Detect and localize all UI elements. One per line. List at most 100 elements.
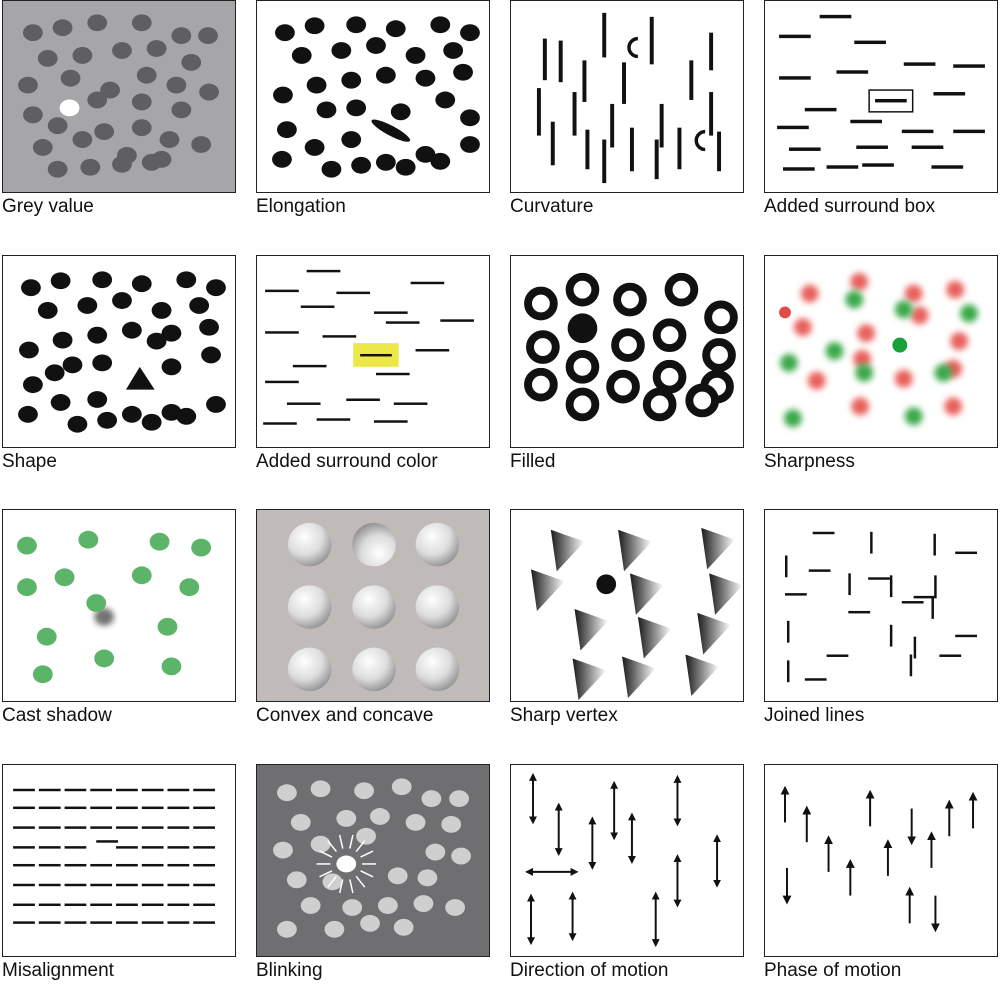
surround-box-bar xyxy=(804,107,837,112)
misalignment-dash xyxy=(90,921,113,924)
sharp-vertex-triangle xyxy=(622,656,656,699)
blinking-dot xyxy=(342,899,363,916)
direction-of-motion-svg xyxy=(525,772,722,948)
blinking-dot xyxy=(445,899,466,916)
filled-stimulus xyxy=(510,255,744,448)
surround-box-target xyxy=(875,98,907,103)
cast-shadow-target xyxy=(86,594,107,612)
shape-dot xyxy=(189,297,210,314)
misalignment-dash xyxy=(38,863,61,867)
grey-dot xyxy=(171,101,192,119)
misalignment-dash xyxy=(141,921,164,924)
misalignment-dash xyxy=(167,806,190,810)
misalignment-dash xyxy=(116,806,138,810)
shape-dot xyxy=(37,302,58,319)
shape-dot xyxy=(201,346,221,364)
sharpness-green-blob xyxy=(784,409,802,428)
blinking-dot xyxy=(441,815,462,833)
surround-color-bar xyxy=(322,335,357,338)
misalignment-target xyxy=(96,840,119,843)
misalignment-dash xyxy=(167,921,190,924)
elongation-dot xyxy=(291,47,312,64)
surround-color-bar xyxy=(265,289,299,293)
blinking-dot xyxy=(290,813,311,831)
curvature-line xyxy=(717,131,722,172)
elongation-dot xyxy=(460,24,480,42)
blinking-dot xyxy=(277,784,297,802)
surround-color-target xyxy=(360,353,392,357)
added-surround-box-svg xyxy=(777,14,985,171)
shape-dot xyxy=(62,356,83,374)
blinking-dot xyxy=(413,895,434,912)
blinking-dot xyxy=(391,778,412,796)
blinking-dot xyxy=(387,867,408,885)
misalignment-dash xyxy=(90,903,113,907)
caption-sharpness: Sharpness xyxy=(764,451,855,472)
grey-dot xyxy=(131,14,152,32)
blinking-ray xyxy=(327,840,337,853)
cast-shadow-dot xyxy=(161,657,182,676)
curvature-line xyxy=(536,88,541,136)
convex-sphere xyxy=(287,647,332,692)
misalignment-dash xyxy=(167,846,190,849)
elongation-dot xyxy=(272,150,292,168)
filled-ring xyxy=(613,282,647,317)
misalignment-dash xyxy=(64,788,87,792)
misalignment-dash xyxy=(141,806,164,810)
convex-sphere xyxy=(415,522,460,567)
sharp-vertex-triangle xyxy=(531,569,565,611)
curvature-line xyxy=(558,40,563,83)
grey-dot xyxy=(23,106,43,124)
grey-dot xyxy=(181,53,202,71)
shape-dot xyxy=(92,271,113,289)
elongation-dot xyxy=(375,66,396,84)
sharpness-green-blob xyxy=(934,363,953,382)
elongation-dot xyxy=(443,42,464,59)
sharp-vertex-triangle xyxy=(572,658,607,701)
misalignment-dash xyxy=(13,883,35,887)
blinking-ray xyxy=(338,879,344,894)
shape-dot xyxy=(199,318,219,336)
surround-box-bar xyxy=(854,40,886,45)
misalignment-dash xyxy=(38,883,61,887)
shape-dot xyxy=(121,321,142,339)
panel-blinking: Blinking xyxy=(256,764,490,984)
filled-ring xyxy=(526,330,560,364)
grey-dot xyxy=(32,139,53,156)
cast-shadow-dot xyxy=(157,617,178,636)
curvature-line xyxy=(572,92,577,136)
shape-dot xyxy=(112,292,132,309)
blinking-ray xyxy=(327,875,337,888)
added-surround-color-stimulus xyxy=(256,255,490,448)
caption-added-surround-color: Added surround color xyxy=(256,451,438,472)
surround-box-frame xyxy=(868,89,914,113)
panel-elongation: Elongation xyxy=(256,0,490,220)
shape-dot xyxy=(146,332,167,350)
added-surround-color-svg xyxy=(263,269,474,425)
misalignment-dash xyxy=(64,806,87,810)
panel-joined-lines: Joined lines xyxy=(764,509,998,729)
joined-target-corner xyxy=(913,575,937,599)
blinking-ray xyxy=(319,850,333,858)
surround-box-bar xyxy=(953,129,985,134)
panel-curvature: Curvature xyxy=(510,0,744,220)
surround-color-bar xyxy=(316,418,351,421)
caption-curvature: Curvature xyxy=(510,196,594,217)
filled-ring xyxy=(611,328,645,362)
misalignment-dash xyxy=(116,846,138,849)
filled-ring xyxy=(565,350,600,384)
grey-dot xyxy=(166,76,187,94)
misalignment-dash xyxy=(13,903,35,907)
filled-svg xyxy=(524,272,738,422)
joined-hline xyxy=(955,634,977,638)
shape-dot xyxy=(161,358,182,376)
surround-color-bar xyxy=(373,420,408,423)
blinking-ray xyxy=(360,870,374,878)
elongation-dot xyxy=(435,91,456,109)
blinking-dot xyxy=(273,841,293,859)
joined-hline xyxy=(804,678,827,681)
sharp-vertex-triangle xyxy=(637,616,672,659)
shape-svg xyxy=(18,271,226,433)
misalignment-dash xyxy=(13,806,35,810)
filled-ring xyxy=(524,367,558,402)
